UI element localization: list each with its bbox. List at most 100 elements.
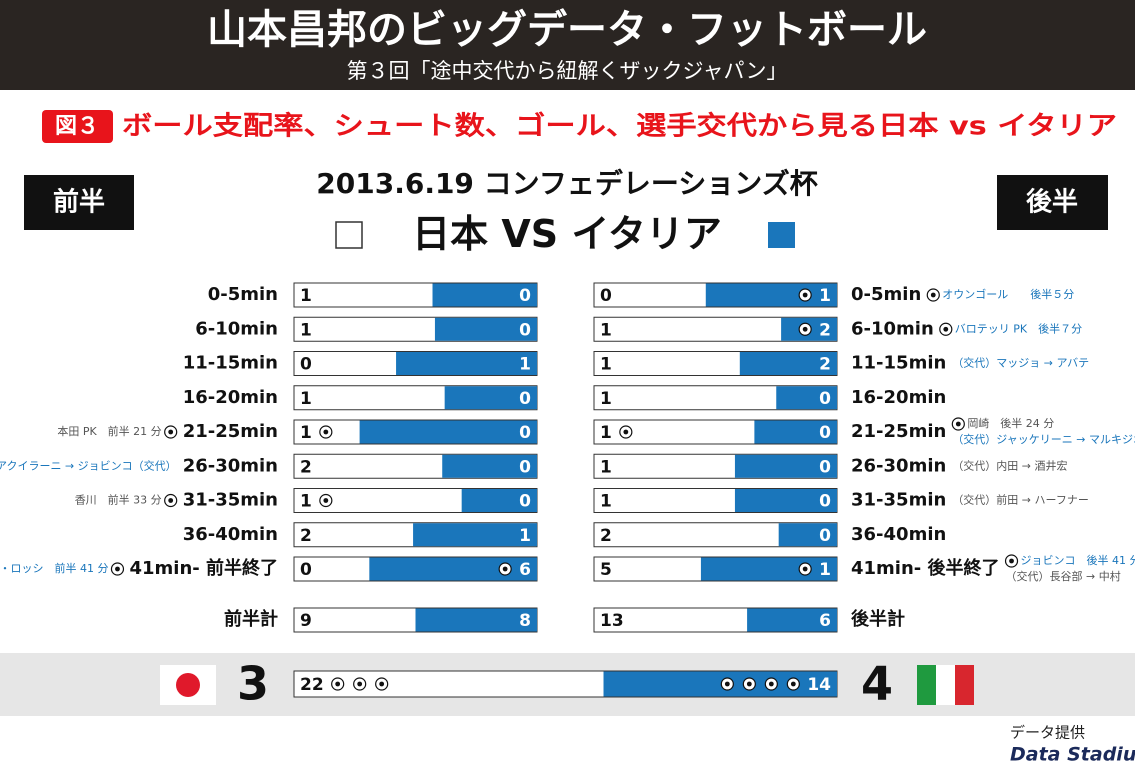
ball-patch [790,681,796,687]
ball-patch [623,429,629,435]
event-note: （交代）マッジョ → アバテ [952,356,1089,370]
japan-shots: 1 [600,423,612,443]
possession-bar [396,352,537,375]
period-label: 16-20min [183,387,278,408]
period-label: 11-15min [851,353,946,374]
possession-bar [700,557,837,581]
ball-patch [802,326,808,332]
ball-patch [1009,558,1014,564]
possession-bar [754,420,837,444]
ball-patch [379,681,385,687]
ball-patch [168,429,174,435]
ball-patch [802,292,808,298]
japan-score: 3 [237,657,269,711]
event-note: オウンゴール 後半５分 [942,287,1074,301]
possession-bar [734,454,837,478]
italy-shots: 1 [819,560,831,580]
ball-patch [768,681,774,687]
possession-bar [359,420,537,444]
event-note: 香川 前半 33 分 [75,493,162,507]
japan-flag-sun [176,673,200,697]
possession-bar [603,671,837,697]
half-label: 前半 [53,187,105,218]
italy-shots: 0 [819,457,831,477]
japan-shots: 1 [300,389,312,409]
italy-shots: 8 [519,611,531,631]
period-label: 11-15min [183,353,278,374]
ball-patch [323,498,329,503]
event-note: バロテッリ PK 後半７分 [955,321,1082,335]
period-label: 21-25min [851,421,946,442]
period-label: 36-40min [183,524,278,545]
event-note: 岡崎 後半 24 分 [967,416,1054,430]
italy-flag-white [936,665,955,705]
japan-shots: 9 [300,611,312,631]
italy-shots: 0 [819,526,831,546]
possession-bar [413,523,537,547]
match-teams: 日本 VS イタリア [412,212,722,256]
ball-patch [168,498,174,503]
japan-shots: 2 [300,526,312,546]
ball-patch [930,292,936,298]
away-swatch [768,222,795,248]
total-label: 後半計 [851,608,905,630]
event-note: （交代）前田 → ハーフナー [952,493,1089,507]
italy-shots: 0 [519,457,531,477]
japan-shots: 5 [600,560,612,580]
japan-shots: 0 [300,560,312,580]
italy-shots: 0 [519,389,531,409]
italy-shots: 1 [519,526,531,546]
ball-patch [323,429,329,435]
header-band [0,0,1135,90]
event-note: アクイラーニ → ジョビンコ（交代） [0,458,177,472]
period-label: 36-40min [851,524,946,545]
japan-shots: 0 [600,286,612,306]
japan-shots: 1 [300,320,312,340]
event-note: （交代）ジャッケリーニ → マルキジオ [952,432,1135,446]
half-label: 後半 [1026,187,1078,218]
period-label: 21-25min [183,421,278,442]
japan-shots: 1 [600,355,612,375]
italy-shots: 1 [819,286,831,306]
japan-shots: 1 [600,389,612,409]
total-label: 前半計 [224,608,278,630]
period-label: 41min- 前半終了 [129,557,278,579]
italy-shots: 0 [819,389,831,409]
italy-shots: 2 [819,320,831,340]
period-label: 6-10min [195,318,278,339]
japan-shots: 1 [300,286,312,306]
italy-shots: 14 [807,675,831,695]
japan-shots: 0 [300,355,312,375]
event-note: （交代）長谷部 → 中村 [1006,569,1121,583]
ball-patch [115,566,120,572]
japan-shots: 22 [300,675,324,695]
japan-shots: 1 [600,492,612,512]
possession-bar [776,386,837,410]
half-box [997,175,1108,230]
title: 山本昌邦のビッグデータ・フットボール [207,7,927,53]
japan-shots: 2 [300,457,312,477]
credit-provider: Data Stadium [1010,744,1135,766]
event-note: 本田 PK 前半 21 分 [57,424,161,438]
italy-shots: 6 [819,611,831,631]
italy-shots: 0 [519,286,531,306]
match-date: 2013.6.19 コンフェデレーションズ杯 [316,167,817,200]
home-team: 日本 [412,212,488,256]
italy-shots: 0 [519,492,531,512]
japan-shots: 1 [600,320,612,340]
possession-bar [734,489,837,512]
italy-shots: 0 [819,492,831,512]
credit-label: データ提供 [1010,724,1085,742]
possession-bar [415,608,537,632]
subtitle: 第３回「途中交代から紐解くザックジャパン」 [347,59,788,83]
possession-bar [705,283,837,307]
italy-score: 4 [861,657,893,711]
ball-patch [955,421,961,427]
italy-shots: 0 [519,320,531,340]
vs: VS [501,212,558,256]
period-label: 0-5min [851,284,921,305]
event-note: デ・ロッシ 前半 41 分 [0,561,108,575]
possession-bar [434,317,537,341]
ball-patch [335,681,341,687]
